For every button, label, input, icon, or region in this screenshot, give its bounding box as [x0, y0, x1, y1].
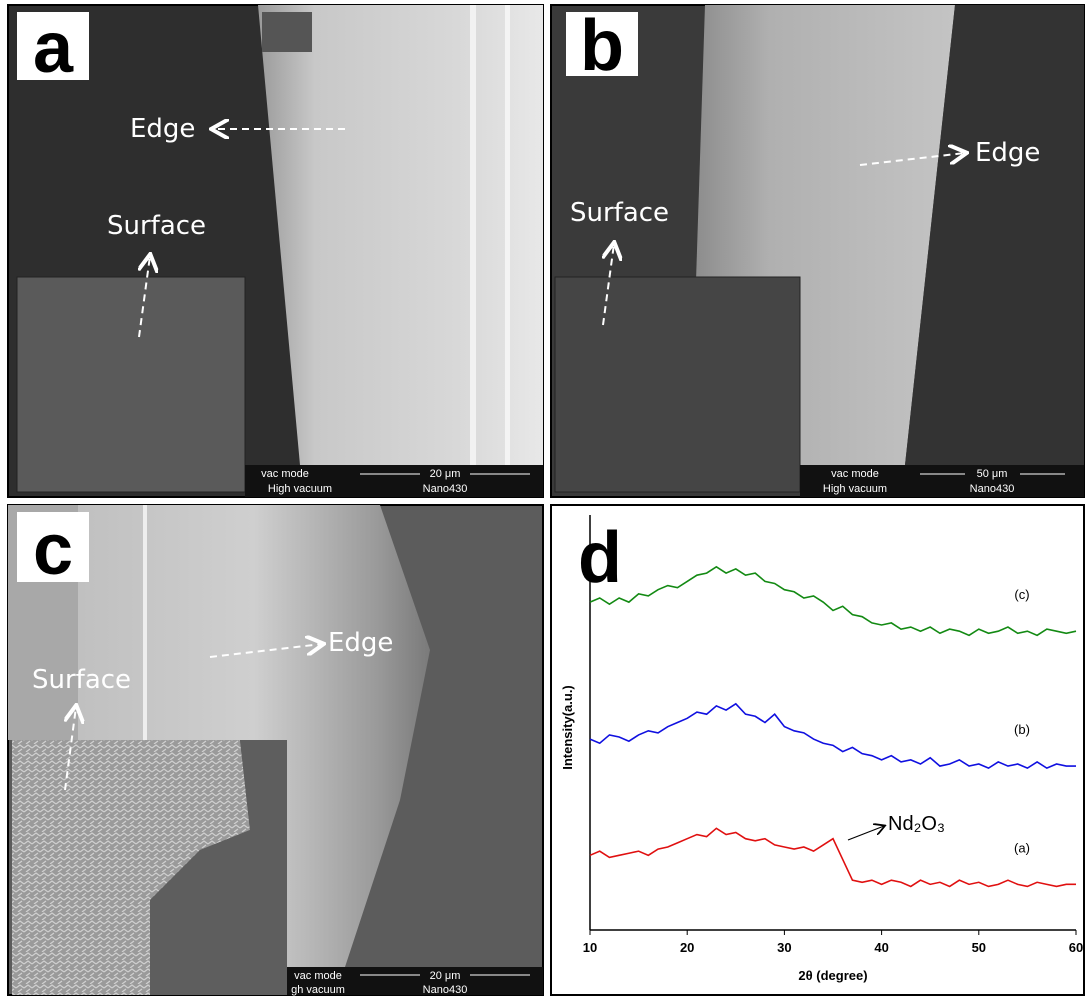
- x-tick-label: 40: [874, 940, 888, 955]
- panel-label: a: [33, 8, 74, 88]
- annotation: Edge: [328, 628, 393, 658]
- x-tick-label: 10: [583, 940, 597, 955]
- panel-d: d 10 20 30 40 50 60 2θ (degree) Intensity(a.u.)…: [551, 505, 1084, 995]
- panel-label: d: [578, 518, 622, 598]
- series-label: (b): [1014, 722, 1030, 737]
- panel-b: b Edge Surface vac mode High vacuum 50 μ…: [551, 5, 1084, 497]
- info-text: Nano430: [423, 984, 468, 996]
- scale-bar: 50 μm: [977, 468, 1008, 480]
- annotation: Nd₂O₃: [888, 813, 945, 835]
- panel-label: c: [33, 510, 73, 590]
- scale-bar: 20 μm: [430, 970, 461, 982]
- x-tick-label: 20: [680, 940, 694, 955]
- scale-bar: 20 μm: [430, 468, 461, 480]
- annotation: Surface: [107, 211, 206, 241]
- annotation: Surface: [32, 665, 131, 695]
- series-label: (a): [1014, 840, 1030, 855]
- info-text: Nano430: [423, 483, 468, 495]
- annotation: Surface: [570, 198, 669, 228]
- x-axis-title: 2θ (degree): [798, 968, 867, 983]
- info-text: gh vacuum: [291, 984, 345, 996]
- figure: a Edge Surface vac mode High vacuum 20 μ…: [0, 0, 1086, 998]
- x-tick-label: 50: [972, 940, 986, 955]
- info-text: Nano430: [970, 483, 1015, 495]
- y-axis-title: Intensity(a.u.): [560, 685, 575, 770]
- panel-a: a Edge Surface vac mode High vacuum 20 μ…: [8, 5, 543, 497]
- x-tick-label: 30: [777, 940, 791, 955]
- annotation: Edge: [130, 114, 195, 144]
- panel-c: c Surface Edge vac mode gh vacuum 20 μm …: [8, 505, 543, 996]
- series-label: (c): [1014, 587, 1029, 602]
- annotation: Edge: [975, 138, 1040, 168]
- info-text: High vacuum: [823, 483, 887, 495]
- info-text: vac mode: [294, 970, 342, 982]
- info-text: High vacuum: [268, 483, 332, 495]
- info-text: vac mode: [261, 468, 309, 480]
- info-text: vac mode: [831, 468, 879, 480]
- panel-label: b: [580, 6, 624, 86]
- x-tick-label: 60: [1069, 940, 1083, 955]
